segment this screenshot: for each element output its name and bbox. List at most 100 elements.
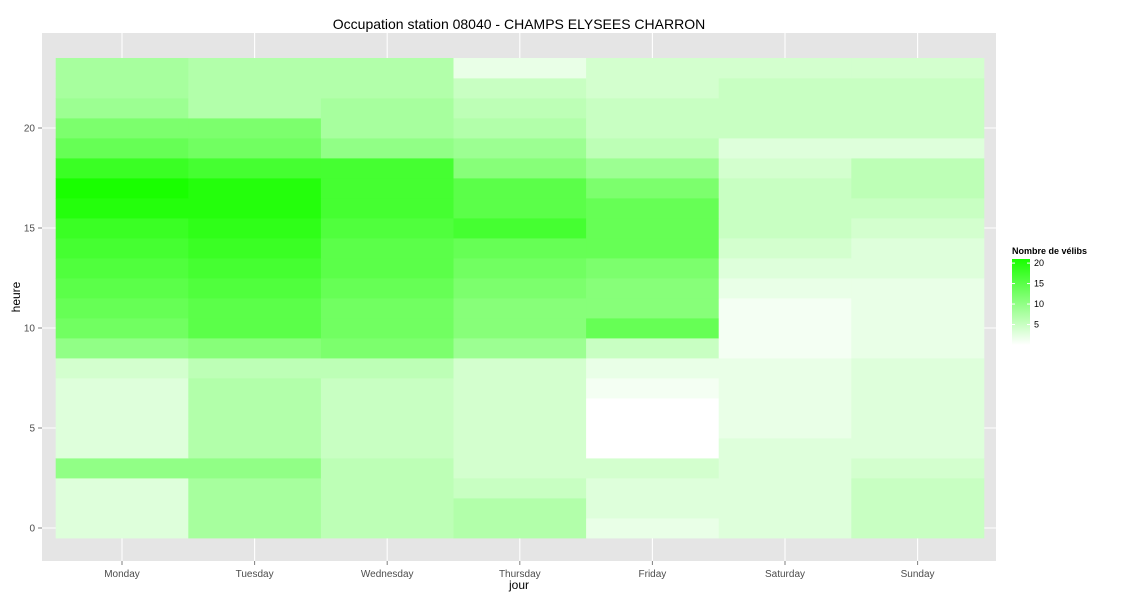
heatmap-cell (320, 138, 454, 159)
heatmap-cell (320, 418, 454, 439)
heatmap-cell (55, 218, 189, 239)
heatmap-cell (55, 198, 189, 219)
heatmap-cell (320, 118, 454, 139)
heatmap-cell (453, 278, 587, 299)
heatmap-cell (586, 518, 720, 539)
heatmap-cell (718, 418, 852, 439)
heatmap-cell (851, 58, 985, 79)
heatmap-cell (188, 258, 322, 279)
heatmap-cell (851, 158, 985, 179)
heatmap-cell (55, 498, 189, 519)
x-tick-label: Wednesday (361, 569, 414, 580)
heatmap-cell (586, 178, 720, 199)
heatmap-cell (320, 258, 454, 279)
heatmap-cell (851, 78, 985, 99)
heatmap-cell (453, 178, 587, 199)
heatmap-cell (718, 78, 852, 99)
heatmap-cell (320, 238, 454, 259)
heatmap-cell (718, 198, 852, 219)
heatmap-cell (320, 98, 454, 119)
y-tick-label: 0 (29, 524, 35, 535)
heatmap-cell (453, 338, 587, 359)
heatmap-cell (586, 278, 720, 299)
heatmap-cell (586, 218, 720, 239)
x-axis-title: jour (508, 578, 529, 592)
heatmap-cell (188, 338, 322, 359)
heatmap-cell (586, 498, 720, 519)
heatmap-cell (586, 238, 720, 259)
heatmap-cell (320, 498, 454, 519)
heatmap-cell (188, 498, 322, 519)
heatmap-cell (55, 318, 189, 339)
heatmap-cell (188, 438, 322, 459)
heatmap-cell (55, 338, 189, 359)
heatmap-cell (188, 518, 322, 539)
heatmap-cell (718, 138, 852, 159)
heatmap-cell (453, 98, 587, 119)
x-axis: Monday Tuesday Wednesday Thursday Friday Satu… (104, 561, 935, 580)
heatmap-cell (586, 158, 720, 179)
heatmap-cell (586, 138, 720, 159)
heatmap-cell (851, 318, 985, 339)
y-tick-label: 5 (29, 424, 35, 435)
heatmap-cell (851, 518, 985, 539)
heatmap-cell (188, 238, 322, 259)
heatmap-cell (320, 398, 454, 419)
heatmap-cell (851, 438, 985, 459)
heatmap-cell (851, 238, 985, 259)
x-tick-label: Saturday (765, 569, 805, 580)
heatmap-cell (320, 278, 454, 299)
heatmap-cell (320, 458, 454, 479)
heatmap-cell (718, 238, 852, 259)
heatmap-cell (320, 358, 454, 379)
heatmap-cell (188, 318, 322, 339)
legend-title: Nombre de vélibs (1012, 246, 1087, 256)
heatmap-cell (718, 358, 852, 379)
heatmap-cell (586, 418, 720, 439)
heatmap-cell (453, 58, 587, 79)
heatmap-cell (453, 258, 587, 279)
heatmap-cell (55, 378, 189, 399)
heatmap-cell (188, 118, 322, 139)
heatmap-cell (586, 378, 720, 399)
heatmap-cell (718, 438, 852, 459)
heatmap-cell (55, 438, 189, 459)
heatmap-cell (188, 78, 322, 99)
heatmap-cell (55, 138, 189, 159)
heatmap-cell (188, 418, 322, 439)
heatmap-cell (718, 158, 852, 179)
legend-tick-label: 20 (1034, 258, 1044, 268)
heatmap-cell (453, 418, 587, 439)
heatmap-cell (586, 98, 720, 119)
heatmap-cell (453, 198, 587, 219)
heatmap-cell (586, 458, 720, 479)
heatmap-cell (453, 138, 587, 159)
x-tick-label: Sunday (901, 569, 935, 580)
heatmap-cell (851, 338, 985, 359)
heatmap-cell (320, 178, 454, 199)
heatmap-cell (320, 198, 454, 219)
heatmap-cell (188, 58, 322, 79)
heatmap-cell (851, 178, 985, 199)
y-axis: 0 5 10 15 20 (24, 124, 42, 535)
x-tick-label: Monday (104, 569, 140, 580)
heatmap-cell (320, 158, 454, 179)
heatmap-cell (55, 298, 189, 319)
x-tick-label: Thursday (499, 569, 541, 580)
heatmap-cell (320, 518, 454, 539)
heatmap-cell (453, 458, 587, 479)
heatmap-cell (718, 458, 852, 479)
heatmap-cell (586, 438, 720, 459)
heatmap-cell (718, 398, 852, 419)
heatmap-cell (320, 318, 454, 339)
y-axis-title: heure (9, 281, 23, 312)
heatmap-cell (851, 358, 985, 379)
legend-tick-label: 5 (1034, 320, 1039, 330)
heatmap-cell (453, 78, 587, 99)
heatmap-cell (55, 118, 189, 139)
heatmap-cell (320, 58, 454, 79)
heatmap-cell (453, 378, 587, 399)
heatmap-cell (55, 278, 189, 299)
heatmap-cell (320, 338, 454, 359)
heatmap-cell (718, 218, 852, 239)
